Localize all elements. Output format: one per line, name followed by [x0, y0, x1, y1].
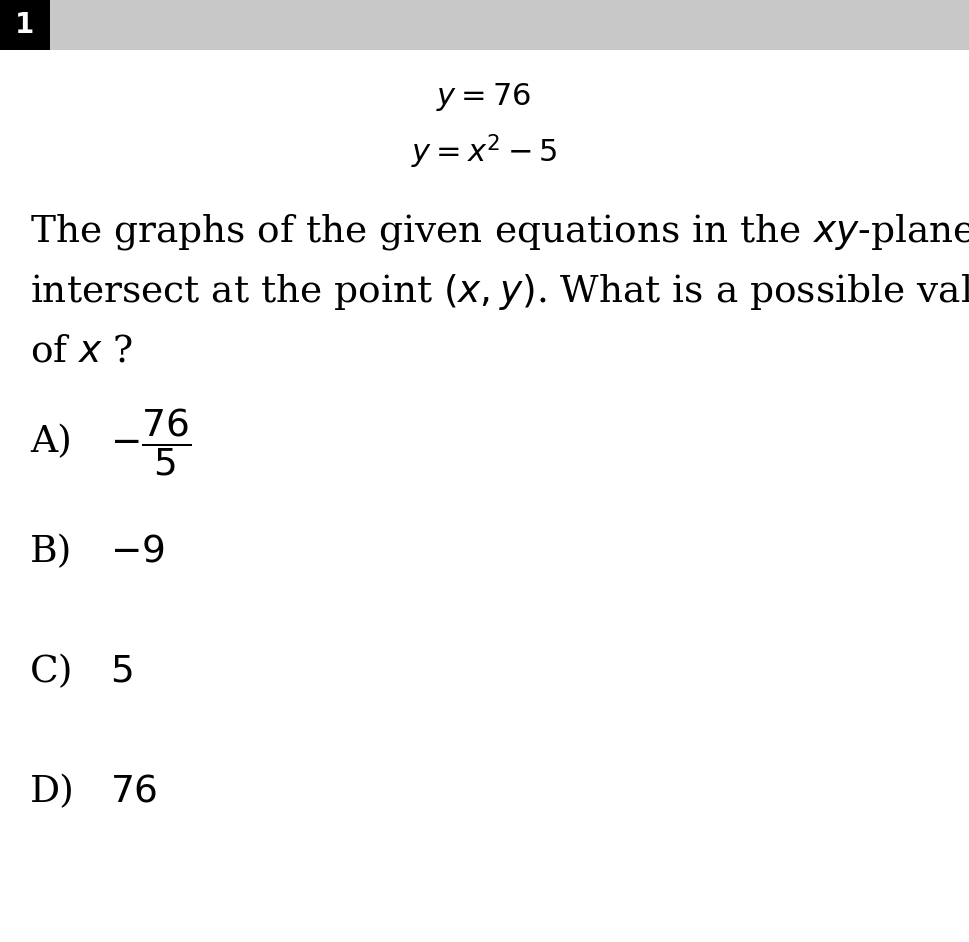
Text: A): A) — [30, 424, 72, 460]
Text: B): B) — [30, 534, 73, 570]
Text: $-9$: $-9$ — [110, 534, 165, 570]
Text: intersect at the point $(x, y)$. What is a possible value: intersect at the point $(x, y)$. What is… — [30, 272, 969, 312]
Text: $5$: $5$ — [110, 654, 133, 690]
Text: $y = 76$: $y = 76$ — [436, 81, 532, 113]
Bar — [0, 0, 969, 50]
Text: C): C) — [30, 654, 74, 690]
Bar — [0, 0, 50, 50]
Text: D): D) — [30, 774, 75, 810]
Text: $76$: $76$ — [110, 774, 157, 810]
Text: $y = x^2 - 5$: $y = x^2 - 5$ — [411, 133, 557, 171]
Text: 1: 1 — [16, 11, 35, 39]
Text: The graphs of the given equations in the $xy$-plane: The graphs of the given equations in the… — [30, 212, 969, 252]
Text: $-\dfrac{76}{5}$: $-\dfrac{76}{5}$ — [110, 406, 191, 478]
Text: of $x$ ?: of $x$ ? — [30, 334, 133, 370]
